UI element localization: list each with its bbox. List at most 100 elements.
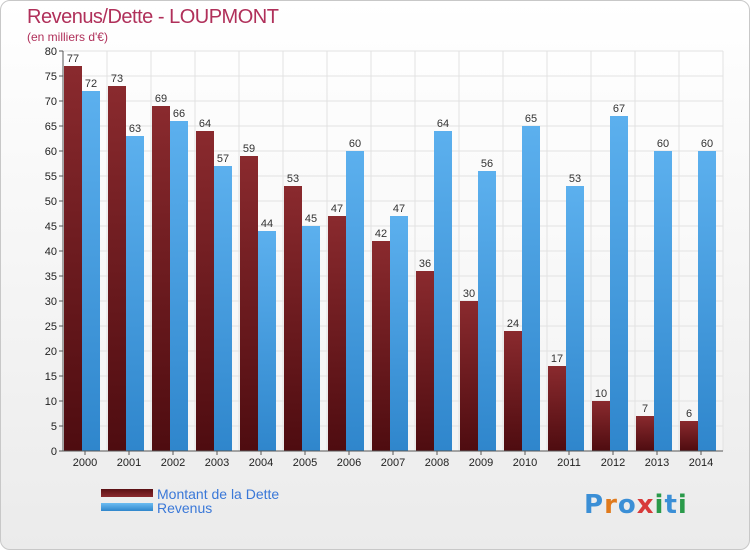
bar-dette [284, 186, 302, 451]
bar-dette [416, 271, 434, 451]
bar-revenus [126, 136, 144, 451]
data-label-dette: 73 [111, 73, 123, 85]
data-label-revenus: 66 [173, 108, 185, 120]
y-tick-label: 55 [45, 171, 57, 183]
bar-dette [636, 416, 654, 451]
y-tick-label: 35 [45, 271, 57, 283]
bar-revenus [390, 216, 408, 451]
bar-revenus [478, 171, 496, 451]
data-label-dette: 42 [375, 228, 387, 240]
y-tick-label: 80 [45, 46, 57, 58]
legend-swatch-dette [101, 489, 153, 497]
data-label-dette: 17 [551, 353, 563, 365]
data-label-dette: 24 [507, 318, 519, 330]
data-label-dette: 7 [642, 403, 648, 415]
y-tick-label: 75 [45, 71, 57, 83]
data-label-dette: 10 [595, 388, 607, 400]
y-tick-label: 25 [45, 321, 57, 333]
bar-revenus [214, 166, 232, 451]
bar-revenus [654, 151, 672, 451]
data-labels: 77 72 73 63 69 66 64 57 59 44 53 45 47 60 42 47 36 64 30 56… [67, 53, 713, 420]
bar-dette [328, 216, 346, 451]
data-label-dette: 36 [419, 258, 431, 270]
legend-label-revenus: Revenus [157, 500, 212, 516]
data-label-revenus: 44 [261, 218, 273, 230]
x-tick-label: 2006 [337, 457, 361, 469]
bar-revenus [170, 121, 188, 451]
x-tick-label: 2002 [161, 457, 185, 469]
x-tick-label: 2007 [381, 457, 405, 469]
bar-dette [64, 66, 82, 451]
chart-title: Revenus/Dette - LOUPMONT [27, 6, 279, 28]
y-tick-label: 60 [45, 146, 57, 158]
data-label-dette: 64 [199, 118, 211, 130]
x-tick-label: 2008 [425, 457, 449, 469]
bar-dette [372, 241, 390, 451]
bar-revenus [698, 151, 716, 451]
bar-dette [240, 156, 258, 451]
bar-revenus [258, 231, 276, 451]
data-label-revenus: 53 [569, 173, 581, 185]
bar-revenus [522, 126, 540, 451]
y-tick-label: 30 [45, 296, 57, 308]
bar-dette [152, 106, 170, 451]
bar-dette [108, 86, 126, 451]
y-tick-label: 0 [51, 446, 57, 458]
x-tick-label: 2013 [645, 457, 669, 469]
x-tick-label: 2009 [469, 457, 493, 469]
proxiti-logo: Proxiti [584, 490, 688, 520]
bar-revenus [434, 131, 452, 451]
bar-dette [548, 366, 566, 451]
data-label-revenus: 67 [613, 103, 625, 115]
y-tick-label: 70 [45, 96, 57, 108]
data-label-dette: 69 [155, 93, 167, 105]
bar-dette [504, 331, 522, 451]
bar-dette [592, 401, 610, 451]
bar-revenus [566, 186, 584, 451]
bar-revenus [610, 116, 628, 451]
bars [64, 66, 716, 451]
data-label-revenus: 60 [701, 138, 713, 150]
data-label-revenus: 72 [85, 78, 97, 90]
data-label-revenus: 64 [437, 118, 449, 130]
data-label-dette: 77 [67, 53, 79, 65]
y-tick-label: 65 [45, 121, 57, 133]
data-label-revenus: 63 [129, 123, 141, 135]
legend-label-dette: Montant de la Dette [157, 486, 279, 502]
bar-dette [680, 421, 698, 451]
bar-revenus [82, 91, 100, 451]
y-tick-label: 15 [45, 371, 57, 383]
x-tick-label: 2010 [513, 457, 537, 469]
bar-dette [196, 131, 214, 451]
chart-subtitle: (en milliers d'€) [27, 30, 108, 44]
data-label-revenus: 56 [481, 158, 493, 170]
bar-dette [460, 301, 478, 451]
y-tick-label: 10 [45, 396, 57, 408]
y-tick-label: 5 [51, 421, 57, 433]
x-tick-label: 2001 [117, 457, 141, 469]
x-tick-label: 2005 [293, 457, 317, 469]
data-label-dette: 59 [243, 143, 255, 155]
data-label-revenus: 60 [657, 138, 669, 150]
data-label-dette: 47 [331, 203, 343, 215]
data-label-dette: 30 [463, 288, 475, 300]
legend-swatch-revenus [101, 503, 153, 511]
data-label-dette: 53 [287, 173, 299, 185]
data-label-revenus: 57 [217, 153, 229, 165]
data-label-revenus: 47 [393, 203, 405, 215]
bar-revenus [302, 226, 320, 451]
data-label-revenus: 45 [305, 213, 317, 225]
x-tick-label: 2000 [73, 457, 97, 469]
data-label-revenus: 60 [349, 138, 361, 150]
data-label-revenus: 65 [525, 113, 537, 125]
y-tick-label: 40 [45, 246, 57, 258]
x-tick-label: 2014 [689, 457, 713, 469]
y-tick-label: 45 [45, 221, 57, 233]
data-label-dette: 6 [686, 408, 692, 420]
y-tick-label: 20 [45, 346, 57, 358]
y-tick-label: 50 [45, 196, 57, 208]
axes: 0 5 10 15 20 25 30 35 40 45 50 55 60 65 70 75 80 2000 2001… [45, 46, 723, 469]
